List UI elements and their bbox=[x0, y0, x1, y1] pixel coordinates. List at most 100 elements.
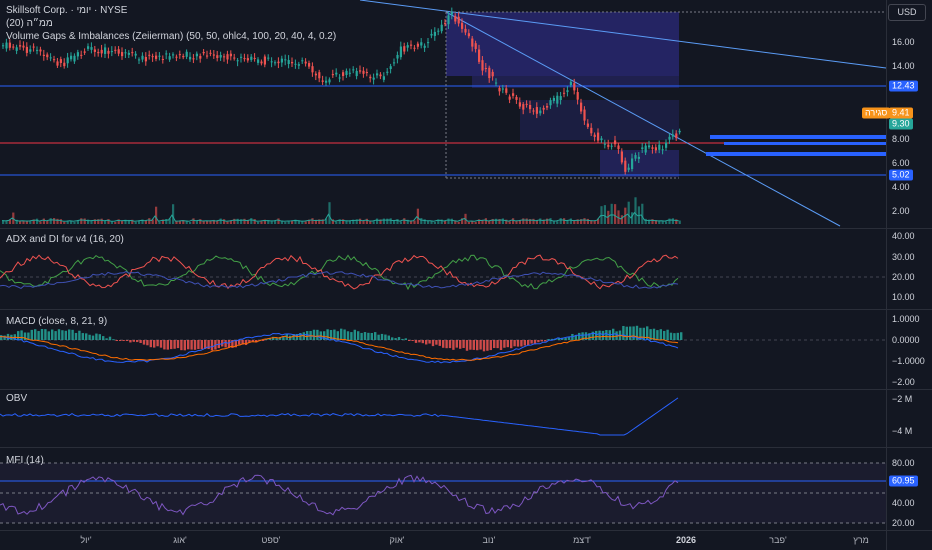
macd-hist-bar bbox=[469, 340, 472, 350]
pane-separator[interactable] bbox=[0, 309, 932, 310]
order-blocks bbox=[706, 135, 886, 156]
volume-bar bbox=[195, 220, 198, 224]
candle-body bbox=[257, 59, 260, 63]
volume-bar bbox=[641, 203, 644, 224]
volume-bar bbox=[644, 218, 647, 224]
macd-hist-bar bbox=[136, 340, 139, 343]
pane-separator[interactable] bbox=[0, 228, 932, 229]
volume-bar bbox=[631, 212, 634, 224]
macd-hist-bar bbox=[153, 340, 156, 348]
volume-bar bbox=[529, 219, 532, 224]
macd-hist-bar bbox=[227, 340, 231, 348]
macd-hist-bar bbox=[231, 340, 234, 348]
macd-hist-bar bbox=[71, 329, 74, 340]
candle-body bbox=[100, 49, 103, 54]
macd-hist-bar bbox=[248, 340, 251, 343]
volume-bar bbox=[280, 220, 283, 224]
candle-body bbox=[294, 63, 297, 65]
candle-body bbox=[226, 54, 229, 60]
macd-hist-bar bbox=[180, 340, 183, 351]
macd-hist-bar bbox=[30, 329, 33, 340]
macd-hist-bar bbox=[340, 328, 343, 340]
volume-bar bbox=[260, 221, 263, 224]
candle-body bbox=[573, 83, 576, 91]
volume-bar bbox=[352, 219, 355, 224]
macd-hist-bar bbox=[629, 326, 632, 340]
candle-body bbox=[243, 58, 246, 60]
ma-indicator-title[interactable]: ממ״ה (20) bbox=[6, 18, 53, 29]
candle-body bbox=[304, 61, 307, 64]
volume-bar bbox=[192, 218, 195, 224]
volume-bar bbox=[474, 221, 477, 224]
candle-body bbox=[175, 56, 178, 58]
price-tick: 4.00 bbox=[892, 182, 910, 192]
volume-bar bbox=[304, 221, 307, 224]
time-tick: דצמ' bbox=[573, 535, 591, 545]
candle-body bbox=[488, 67, 491, 79]
macd-hist-bar bbox=[370, 333, 373, 340]
obv-title[interactable]: OBV bbox=[6, 393, 28, 404]
pane-separator[interactable] bbox=[0, 447, 932, 448]
candle-body bbox=[223, 56, 226, 58]
volume-bar bbox=[671, 218, 674, 224]
candle-body bbox=[393, 62, 396, 64]
macd-hist-bar bbox=[251, 340, 254, 342]
adx-title[interactable]: ADX and DI for v4 (16, 20) bbox=[6, 234, 124, 245]
trendline-upper bbox=[359, 0, 887, 69]
volume-bar bbox=[70, 220, 73, 224]
volume-gaps-indicator-title[interactable]: Volume Gaps & Imbalances (Zeiierman) (50… bbox=[6, 31, 337, 42]
candle-body bbox=[444, 22, 447, 24]
macd-hist-bar bbox=[333, 329, 336, 340]
volume-bar bbox=[53, 218, 56, 224]
symbol-title[interactable]: Skillsoft Corp. · יומי · NYSE bbox=[6, 5, 128, 16]
volume-bar bbox=[505, 219, 508, 224]
time-tick: אוק' bbox=[389, 535, 405, 545]
mfi-title[interactable]: MFI (14) bbox=[6, 455, 44, 466]
candle-body bbox=[236, 60, 239, 62]
candle-body bbox=[515, 96, 518, 100]
candle-body bbox=[590, 127, 593, 134]
volume-bar bbox=[654, 220, 657, 224]
macd-hist-bar bbox=[656, 330, 659, 340]
macd-hist-bar bbox=[574, 335, 577, 340]
candle-body bbox=[484, 67, 487, 70]
volume-bar bbox=[552, 220, 555, 224]
macd-hist-bar bbox=[176, 340, 180, 349]
macd-hist-bar bbox=[401, 338, 404, 340]
volume-bar bbox=[518, 220, 521, 224]
candle-body bbox=[495, 82, 498, 84]
macd-hist-bar bbox=[479, 340, 482, 350]
volume-bar bbox=[202, 220, 205, 224]
candle-body bbox=[648, 145, 651, 148]
macd-hist-bar bbox=[125, 340, 129, 341]
macd-hist-bar bbox=[91, 335, 95, 340]
candle-body bbox=[641, 147, 644, 149]
pane-separator[interactable] bbox=[0, 389, 932, 390]
candle-body bbox=[481, 60, 484, 71]
currency-button[interactable]: USD bbox=[888, 4, 926, 21]
volume-bar bbox=[250, 218, 253, 224]
candle-body bbox=[63, 62, 66, 67]
macd-hist-bar bbox=[183, 340, 186, 351]
candle-body bbox=[182, 55, 185, 58]
candle-body bbox=[250, 56, 253, 60]
volume-bar bbox=[467, 221, 470, 224]
adx-line bbox=[0, 270, 679, 289]
macd-title[interactable]: MACD (close, 8, 21, 9) bbox=[6, 316, 108, 327]
candle-body bbox=[148, 54, 151, 56]
candle-body bbox=[260, 61, 263, 64]
volume-bar bbox=[600, 206, 603, 224]
volume-bar bbox=[240, 219, 243, 224]
candle-body bbox=[593, 134, 596, 137]
volume-bar bbox=[376, 218, 379, 224]
macd-hist-bar bbox=[238, 340, 241, 345]
candle-body bbox=[675, 133, 678, 139]
volume-bar bbox=[178, 221, 181, 224]
candle-body bbox=[576, 92, 579, 100]
macd-hist-bar bbox=[404, 338, 407, 340]
candle-body bbox=[87, 46, 90, 49]
volume-bar bbox=[382, 218, 385, 224]
candle-body bbox=[386, 71, 389, 73]
volume-bar bbox=[607, 210, 610, 224]
